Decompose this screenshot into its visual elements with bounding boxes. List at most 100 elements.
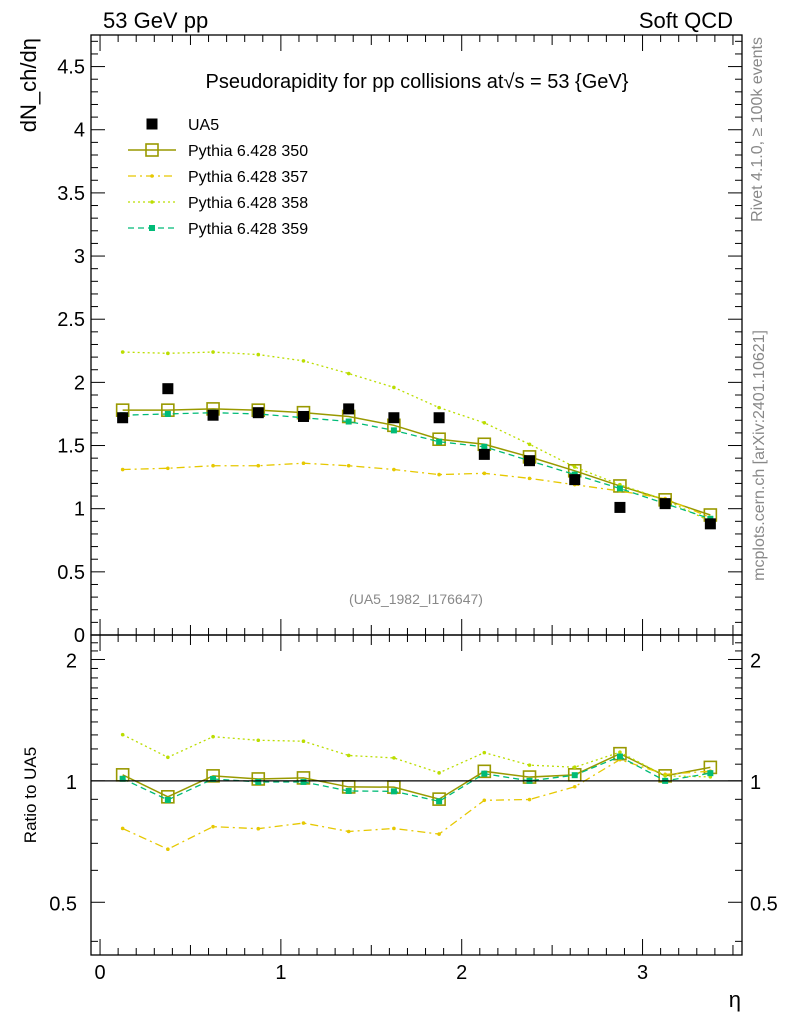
data-point	[569, 474, 581, 486]
ratio-point	[346, 753, 351, 758]
ratio-point	[572, 765, 577, 770]
xtick-label: 1	[275, 962, 286, 984]
data-point	[301, 461, 306, 466]
data-point	[117, 412, 129, 424]
ratio-point	[256, 738, 261, 743]
main-ytick-label: 1	[74, 499, 85, 521]
legend-marker	[150, 174, 154, 178]
xtick-label: 2	[456, 962, 467, 984]
ratio-point	[255, 778, 262, 785]
ratio-point	[301, 739, 306, 744]
ratio-ytick-label-right: 1	[750, 772, 761, 794]
ratio-point	[707, 770, 714, 777]
series-ua5	[117, 383, 716, 530]
ratio-series-pythia-6-428-358	[120, 732, 713, 779]
rivet-label: Rivet 4.1.0, ≥ 100k events	[749, 37, 766, 222]
legend-label: Pythia 6.428 350	[188, 143, 308, 160]
data-point	[392, 467, 396, 472]
data-point	[482, 471, 487, 476]
series-line	[122, 462, 711, 519]
data-point	[527, 476, 532, 481]
ratio-panel-frame	[90, 634, 743, 956]
legend-entry: Pythia 6.428 350	[128, 143, 308, 160]
data-point	[162, 383, 174, 395]
chart-title: Pseudorapidity for pp collisions at√s = …	[206, 71, 629, 93]
main-ylabel: dN_ch/dη	[16, 38, 41, 132]
data-point	[390, 427, 397, 434]
ratio-point	[301, 821, 306, 825]
series-line	[122, 408, 711, 516]
ratio-point	[477, 764, 492, 779]
ratio-point	[166, 847, 170, 851]
data-point	[345, 418, 352, 425]
data-point	[478, 448, 490, 460]
series-line	[122, 351, 711, 522]
data-point	[432, 432, 446, 447]
legend-label: Pythia 6.428 358	[188, 195, 308, 212]
ratio-point	[527, 797, 532, 802]
data-point	[166, 466, 170, 471]
ratio-point	[119, 775, 126, 782]
data-point	[433, 412, 445, 424]
ratio-point	[432, 792, 446, 806]
series-line	[122, 412, 711, 520]
ratio-series-pythia-6-428-357	[120, 757, 713, 851]
ratio-ytick-label: 2	[66, 650, 77, 672]
data-point	[481, 443, 488, 450]
data-point	[301, 359, 306, 363]
main-ytick-label: 3.5	[57, 183, 85, 205]
main-ytick-label: 2	[74, 372, 85, 394]
header-right: Soft QCD	[639, 8, 733, 33]
xtick-label: 3	[637, 962, 648, 984]
data-point	[437, 472, 441, 477]
main-ytick-label: 4.5	[57, 57, 85, 79]
series-pythia-6-428-357	[120, 461, 713, 520]
ratio-ytick-label-right: 0.5	[750, 893, 778, 915]
data-point	[659, 498, 671, 510]
ratio-point	[211, 824, 215, 829]
data-point	[482, 420, 487, 425]
x-axis-label: η	[729, 987, 741, 1012]
ratio-point	[437, 832, 441, 836]
ratio-point	[211, 734, 215, 739]
ratio-point	[120, 826, 125, 831]
ratio-series-pythia-6-428-359	[119, 753, 714, 805]
data-point	[211, 350, 215, 354]
ratio-ytick-label-right: 2	[750, 650, 761, 672]
data-point	[704, 518, 716, 530]
ratio-point	[527, 763, 532, 767]
ratio-point	[251, 772, 266, 786]
ratio-point	[120, 732, 125, 737]
ratio-point	[571, 772, 578, 779]
data-point	[120, 350, 125, 354]
ratio-point	[164, 796, 171, 803]
mcplots-label: mcplots.cern.ch [arXiv:2401.10621]	[751, 330, 768, 581]
series-pythia-6-428-350	[115, 402, 718, 522]
main-ytick-label: 3	[74, 246, 85, 268]
main-ytick-label: 2.5	[57, 309, 85, 331]
ratio-ytick-label: 0.5	[49, 893, 77, 915]
ratio-line	[122, 752, 711, 800]
ratio-series	[115, 732, 718, 851]
analysis-watermark: (UA5_1982_I176647)	[349, 591, 483, 607]
data-point	[616, 485, 623, 492]
ratio-point	[210, 775, 217, 782]
ratio-point	[482, 798, 487, 803]
header-left: 53 GeV pp	[103, 8, 208, 33]
legend-label: Pythia 6.428 359	[188, 221, 308, 238]
main-series	[115, 350, 718, 530]
legend-marker	[150, 200, 154, 204]
legend-entry: Pythia 6.428 357	[128, 169, 308, 186]
data-point	[256, 352, 261, 357]
ratio-point	[481, 770, 488, 777]
ratio-point	[346, 829, 351, 834]
main-ytick-label: 0.5	[57, 562, 85, 584]
data-point	[166, 351, 170, 356]
legend-marker	[145, 143, 159, 157]
ratio-axis-ticks: 0.5 0.5 1 1 2 2 0 1 2 3	[49, 635, 778, 984]
ratio-point	[437, 771, 441, 775]
data-point	[343, 403, 355, 415]
data-point	[614, 501, 626, 513]
ratio-line	[122, 758, 711, 850]
ratio-point	[390, 788, 397, 795]
